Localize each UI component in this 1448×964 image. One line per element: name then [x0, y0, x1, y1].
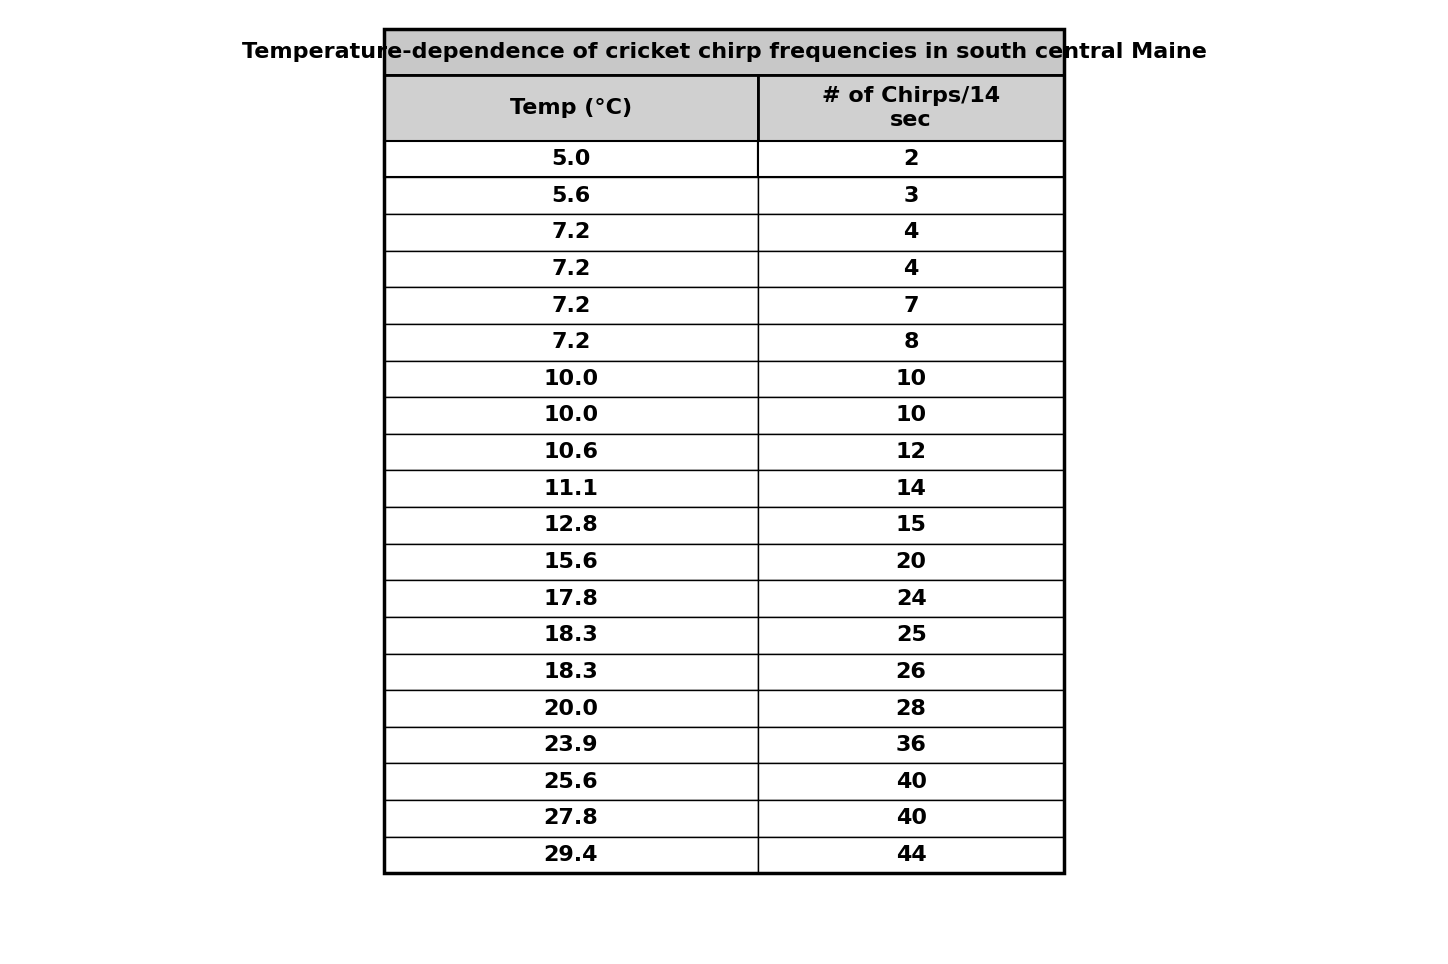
Bar [384, 287, 759, 324]
Text: 12: 12 [896, 442, 927, 462]
Text: 4: 4 [904, 223, 919, 242]
Bar [384, 361, 759, 397]
Bar [759, 251, 1064, 287]
Text: 18.3: 18.3 [543, 662, 598, 682]
Bar [384, 617, 759, 654]
Text: 7.2: 7.2 [552, 333, 591, 352]
Text: 10.6: 10.6 [543, 442, 598, 462]
Bar [759, 177, 1064, 214]
Text: 24: 24 [896, 589, 927, 608]
Text: 23.9: 23.9 [543, 736, 598, 755]
Bar [759, 324, 1064, 361]
Text: 12.8: 12.8 [543, 516, 598, 535]
Bar [384, 544, 759, 580]
Bar [759, 361, 1064, 397]
Bar [759, 434, 1064, 470]
Bar [759, 800, 1064, 837]
Bar [384, 507, 759, 544]
Text: 15.6: 15.6 [543, 552, 598, 572]
Text: 26: 26 [896, 662, 927, 682]
Text: 15: 15 [896, 516, 927, 535]
Bar [759, 214, 1064, 251]
Bar [759, 617, 1064, 654]
Text: 7: 7 [904, 296, 919, 315]
Text: 11.1: 11.1 [543, 479, 598, 498]
Text: 7.2: 7.2 [552, 259, 591, 279]
Text: 20.0: 20.0 [543, 699, 598, 718]
Text: 10.0: 10.0 [543, 406, 598, 425]
Text: # of Chirps/14
sec: # of Chirps/14 sec [822, 87, 1001, 129]
Text: 40: 40 [896, 772, 927, 791]
Text: 36: 36 [896, 736, 927, 755]
Bar [384, 251, 759, 287]
Bar [384, 177, 759, 214]
Bar [384, 837, 759, 873]
Bar [759, 470, 1064, 507]
Text: 5.6: 5.6 [552, 186, 591, 205]
Text: 7.2: 7.2 [552, 223, 591, 242]
Text: 14: 14 [896, 479, 927, 498]
Text: 3: 3 [904, 186, 919, 205]
Text: 8: 8 [904, 333, 919, 352]
Bar [759, 287, 1064, 324]
Bar [759, 544, 1064, 580]
Bar [759, 837, 1064, 873]
Bar [384, 800, 759, 837]
Text: 44: 44 [896, 845, 927, 865]
Text: 25.6: 25.6 [543, 772, 598, 791]
Text: 10: 10 [896, 369, 927, 388]
Text: Temp (°C): Temp (°C) [510, 98, 631, 118]
Bar [384, 141, 759, 177]
Bar [759, 727, 1064, 763]
Text: Temperature-dependence of cricket chirp frequencies in south central Maine: Temperature-dependence of cricket chirp … [242, 42, 1206, 62]
Bar [384, 690, 759, 727]
Text: 25: 25 [896, 626, 927, 645]
Text: 10.0: 10.0 [543, 369, 598, 388]
Bar [384, 434, 759, 470]
Text: 29.4: 29.4 [543, 845, 598, 865]
Text: 17.8: 17.8 [543, 589, 598, 608]
Bar [384, 324, 759, 361]
Bar [759, 507, 1064, 544]
Bar [759, 763, 1064, 800]
Bar [759, 690, 1064, 727]
Text: 20: 20 [896, 552, 927, 572]
Bar [759, 75, 1064, 141]
Text: 27.8: 27.8 [543, 809, 598, 828]
Bar [759, 654, 1064, 690]
Text: 4: 4 [904, 259, 919, 279]
Bar [384, 75, 759, 141]
Bar [384, 654, 759, 690]
Bar [384, 29, 1064, 873]
Text: 7.2: 7.2 [552, 296, 591, 315]
Bar [384, 397, 759, 434]
Text: 28: 28 [896, 699, 927, 718]
Text: 40: 40 [896, 809, 927, 828]
Bar [384, 763, 759, 800]
Bar [384, 580, 759, 617]
Bar [759, 141, 1064, 177]
Bar [759, 397, 1064, 434]
Bar [384, 29, 1064, 75]
Text: 18.3: 18.3 [543, 626, 598, 645]
Text: 5.0: 5.0 [552, 149, 591, 169]
Bar [759, 580, 1064, 617]
Text: 10: 10 [896, 406, 927, 425]
Bar [384, 727, 759, 763]
Bar [384, 470, 759, 507]
Bar [384, 214, 759, 251]
Text: 2: 2 [904, 149, 919, 169]
